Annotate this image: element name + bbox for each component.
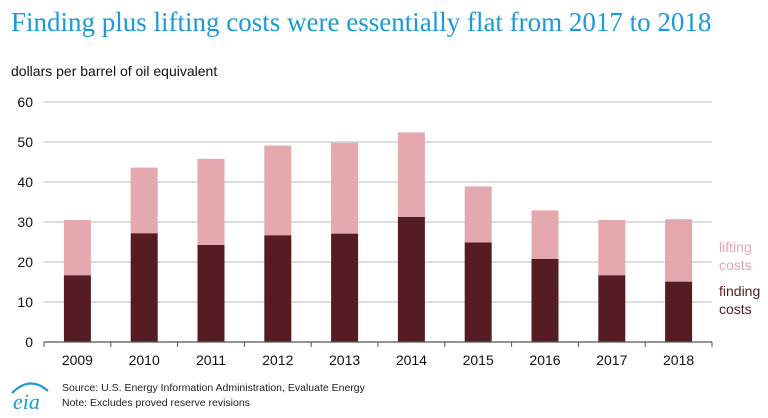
footer: Source: U.S. Energy Information Administ… xyxy=(62,381,365,411)
y-tick-label: 40 xyxy=(17,174,33,190)
bar-lifting-2016 xyxy=(531,210,559,259)
legend-label: lifting xyxy=(719,239,752,255)
bar-lifting-2009 xyxy=(63,220,91,276)
bar-lifting-2018 xyxy=(665,219,693,282)
x-tick-label: 2009 xyxy=(62,352,93,368)
legend-label: finding xyxy=(719,283,760,299)
y-tick-label: 10 xyxy=(17,294,33,310)
bar-finding-2017 xyxy=(598,275,626,342)
bar-finding-2016 xyxy=(531,258,559,342)
bar-lifting-2015 xyxy=(464,186,492,243)
bar-finding-2011 xyxy=(197,244,225,342)
y-tick-label: 20 xyxy=(17,254,33,270)
logo-text: eia xyxy=(13,389,40,413)
bar-finding-2013 xyxy=(331,233,359,342)
excludes-note: Note: Excludes proved reserve revisions xyxy=(62,397,250,409)
x-tick-label: 2011 xyxy=(196,352,226,368)
bar-lifting-2017 xyxy=(598,220,626,276)
bars xyxy=(63,132,693,342)
bar-lifting-2011 xyxy=(197,158,225,245)
source-note: Source: U.S. Energy Information Administ… xyxy=(62,382,365,394)
chart-title: Finding plus lifting costs were essentia… xyxy=(11,7,712,37)
bar-lifting-2013 xyxy=(331,142,359,234)
bar-finding-2012 xyxy=(264,235,292,342)
bar-finding-2014 xyxy=(397,216,425,342)
y-tick-label: 50 xyxy=(17,134,33,150)
x-tick-label: 2010 xyxy=(129,352,160,368)
eia-logo: eia xyxy=(11,382,49,413)
y-tick-label: 30 xyxy=(17,214,33,230)
x-tick-label: 2013 xyxy=(329,352,360,368)
x-tick-label: 2012 xyxy=(262,352,293,368)
bar-lifting-2014 xyxy=(397,132,425,217)
bar-finding-2009 xyxy=(63,275,91,342)
legend-label: costs xyxy=(719,301,752,317)
logo-arc xyxy=(11,382,49,394)
x-tick-label: 2017 xyxy=(596,352,627,368)
y-axis-units-label: dollars per barrel of oil equivalent xyxy=(11,63,218,79)
axes: 0 10 20 30 40 50 60 2009 2010 2011 2012 2013 2014 201… xyxy=(17,94,713,368)
bar-finding-2015 xyxy=(464,242,492,342)
bar-lifting-2012 xyxy=(264,145,292,236)
bar-finding-2010 xyxy=(130,233,158,342)
x-tick-label: 2015 xyxy=(463,352,494,368)
bar-finding-2018 xyxy=(665,281,693,342)
y-tick-label: 60 xyxy=(17,94,33,110)
x-tick-label: 2016 xyxy=(529,352,560,368)
legend-label: costs xyxy=(719,257,752,273)
x-tick-label: 2014 xyxy=(396,352,427,368)
x-tick-label: 2018 xyxy=(663,352,694,368)
y-tick-label: 0 xyxy=(25,334,33,350)
bar-lifting-2010 xyxy=(130,167,158,234)
legend: lifting costs finding costs xyxy=(719,239,760,317)
